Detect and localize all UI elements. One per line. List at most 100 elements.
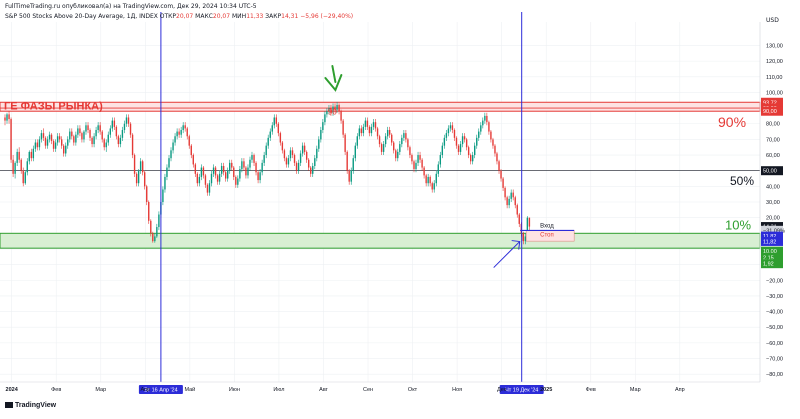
candle-body [340, 111, 342, 121]
candle [154, 233, 156, 243]
candle-body [123, 123, 126, 130]
date-marker-label: Чт 19 Дек '24 [505, 388, 538, 394]
candle-body [188, 136, 190, 146]
candle-body [330, 108, 332, 113]
candle [63, 144, 65, 157]
candle-body [352, 158, 354, 171]
candle-body [117, 136, 120, 145]
candle [97, 122, 99, 134]
candle [352, 155, 354, 174]
candle-body [512, 192, 514, 198]
price-tag-bg [761, 246, 783, 256]
y-tick-label: 70,00 [766, 137, 780, 143]
candle-body [429, 176, 431, 184]
candle [370, 123, 373, 137]
candle [334, 103, 336, 113]
candle-body [305, 151, 308, 160]
candle-body [518, 214, 520, 224]
tv-logo-text: TradingView [15, 402, 57, 409]
candle [180, 126, 182, 138]
candle [391, 133, 393, 146]
candle [95, 126, 97, 140]
candle-body [301, 145, 304, 154]
candle [34, 139, 37, 152]
candle-body [127, 117, 130, 124]
candle [368, 125, 371, 137]
candle [437, 161, 439, 177]
candle [255, 161, 257, 176]
candle [222, 162, 225, 176]
candle-body [119, 137, 122, 145]
candle [435, 170, 437, 187]
candle [471, 151, 474, 165]
candle-body [401, 137, 403, 145]
candle [208, 180, 211, 196]
x-tick-label: Июл [273, 387, 284, 393]
candle-body [433, 183, 435, 190]
candle [69, 128, 71, 143]
candle [117, 134, 120, 148]
candle-body [277, 123, 280, 134]
candle-body [275, 117, 278, 124]
candle [415, 159, 417, 173]
candle-body [368, 126, 371, 134]
y-tick-label: 120,00 [766, 59, 783, 65]
candle-body [293, 155, 296, 163]
y-tick-label: 20,00 [766, 216, 780, 222]
price-tag: 50,00 [761, 166, 783, 176]
candle [504, 186, 506, 201]
x-tick-label: 2025 [540, 387, 552, 393]
price-tag-bg [761, 231, 783, 241]
candle [200, 164, 203, 181]
candle [494, 144, 496, 157]
candle [10, 117, 12, 163]
x-tick-label: Сен [363, 387, 373, 393]
candle-body [233, 167, 235, 177]
candle [378, 134, 381, 148]
x-tick-label: Дек [497, 387, 507, 393]
candle-body [20, 159, 22, 171]
candle-body [206, 184, 209, 193]
candle [249, 156, 251, 171]
candle-body [500, 170, 502, 179]
candle [206, 183, 209, 196]
candle [482, 117, 484, 129]
candle-body [437, 164, 439, 174]
candle-body [423, 167, 425, 176]
candle [188, 134, 190, 149]
candle-body [154, 236, 156, 242]
zone-title: ГЕ ФАЗЫ РЫНКА) [4, 100, 103, 112]
candle-body [312, 166, 314, 174]
candle [107, 131, 109, 146]
candle [461, 133, 464, 148]
candle [376, 126, 379, 140]
candle [158, 211, 160, 231]
candle [401, 134, 403, 148]
candle [382, 140, 385, 156]
candle [241, 158, 243, 173]
candle [364, 117, 367, 130]
candle-body [79, 128, 81, 134]
candle [115, 125, 118, 140]
candle [261, 159, 263, 176]
candle [220, 162, 223, 177]
x-tick-label: Май [184, 386, 195, 393]
candle [233, 166, 235, 181]
y-tick-label: −40,00 [766, 310, 783, 316]
candle [129, 122, 132, 138]
candle [316, 145, 318, 162]
price-tag-text: −31,09% [763, 228, 785, 234]
candle-body [58, 136, 61, 140]
candle-body [229, 162, 231, 171]
candle-body [445, 133, 448, 138]
green-arrow-icon [324, 65, 343, 92]
candle [328, 104, 330, 115]
candle-body [194, 164, 197, 174]
price-tag-bg [761, 166, 783, 176]
candle [356, 133, 358, 149]
candle-body [435, 173, 437, 184]
tradingview-logo[interactable]: TradingView [5, 402, 56, 409]
pct-90-label: 90% [718, 114, 746, 130]
x-tick-label: Июн [229, 387, 240, 393]
candle [318, 136, 320, 152]
